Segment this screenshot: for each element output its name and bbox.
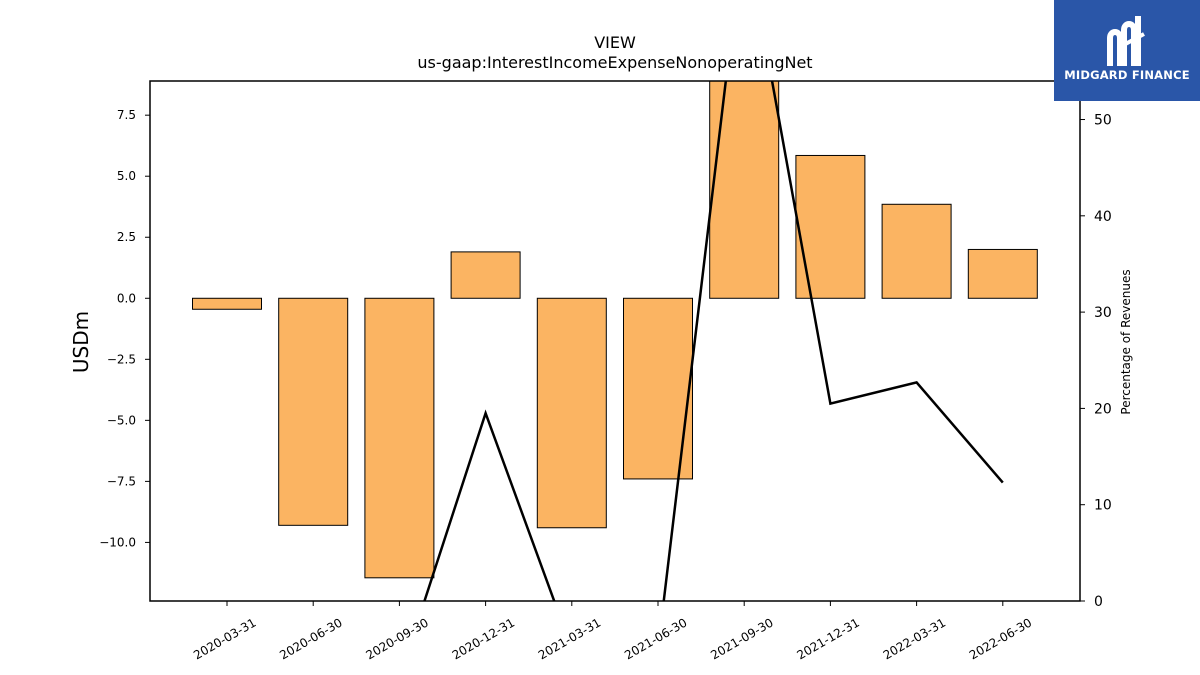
x-tick-label: 2021-03-31 (536, 615, 603, 662)
chart-subtitle: us-gaap:InterestIncomeExpenseNonoperatin… (417, 53, 812, 72)
x-tick-label: 2022-06-30 (967, 615, 1034, 662)
y-right-tick-label: 40 (1094, 209, 1112, 225)
y-tick-label: −5.0 (107, 413, 136, 427)
bar (967, 248, 1038, 299)
bar (709, 80, 780, 299)
y-right-tick-label: 50 (1094, 113, 1112, 129)
series-line (423, 81, 1004, 601)
y-tick-label: 7.5 (117, 108, 136, 122)
y-tick-label: −2.5 (107, 352, 136, 366)
x-tick-label: 2021-12-31 (794, 615, 861, 662)
y-right-tick-label: 30 (1094, 305, 1112, 321)
bar (536, 297, 607, 529)
bar (881, 203, 952, 299)
logo-text: MIDGARD FINANCE (1064, 68, 1190, 82)
bar (192, 297, 262, 310)
x-tick-label: 2021-06-30 (622, 615, 689, 662)
y-tick-label: 2.5 (117, 230, 136, 244)
y-right-tick-label: 10 (1094, 498, 1112, 514)
y-axis-label-right: Percentage of Revenues (1119, 269, 1133, 414)
x-tick-label: 2020-12-31 (450, 615, 517, 662)
x-tick-label: 2022-03-31 (881, 615, 948, 662)
x-tick-label: 2020-09-30 (363, 615, 430, 662)
bar (278, 297, 349, 526)
y-right-tick-label: 0 (1094, 594, 1103, 610)
brand-logo: MIDGARD FINANCE (1054, 0, 1200, 101)
y-tick-label: 0.0 (117, 291, 136, 305)
x-tick-label: 2021-09-30 (708, 615, 775, 662)
y-right-tick-label: 20 (1094, 401, 1112, 417)
plot-frame (149, 80, 1081, 602)
right-ticks: 0 10 20 30 40 50 (1080, 113, 1112, 610)
y-tick-label: −10.0 (99, 535, 136, 549)
x-ticks: 2020-03-31 2020-06-30 2020-09-30 2020-12-31… (191, 601, 1034, 662)
left-ticks: 7.5 5.0 2.5 0.0 −2.5 −5.0 −7.5 −10.0 (99, 108, 150, 549)
bar (450, 251, 521, 299)
line-layer (423, 81, 1004, 601)
logo-mark-icon (1107, 16, 1145, 66)
x-tick-label: 2020-06-30 (277, 615, 344, 662)
y-axis-label: USDm (69, 311, 93, 373)
y-tick-label: 5.0 (117, 169, 136, 183)
bars (192, 80, 1038, 579)
y-tick-label: −7.5 (107, 474, 136, 488)
x-tick-label: 2020-03-31 (191, 615, 258, 662)
chart-title: VIEW (594, 33, 636, 52)
bar (364, 297, 435, 579)
